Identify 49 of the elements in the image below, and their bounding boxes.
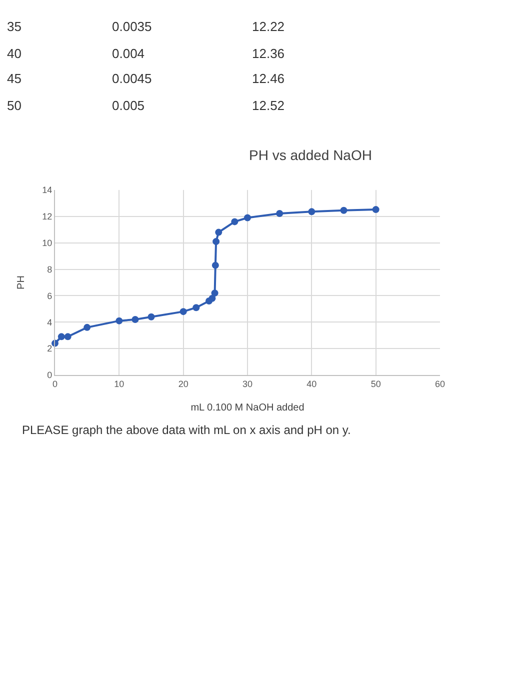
y-axis-title: PH <box>16 276 28 290</box>
text: 0.005 <box>112 98 145 113</box>
y-tick-label: 8 <box>47 264 52 274</box>
chart-title: PH vs added NaOH <box>249 146 372 163</box>
text: 50 <box>7 98 22 113</box>
x-tick-label: 20 <box>178 378 188 389</box>
text: 12.46 <box>252 71 285 86</box>
point <box>116 317 123 324</box>
text: 0.0035 <box>112 19 152 34</box>
point <box>208 294 216 302</box>
y-tick-label: 10 <box>42 238 52 248</box>
point <box>84 324 91 331</box>
y-tick-label: 6 <box>47 290 52 301</box>
point <box>340 206 348 214</box>
text: 12.36 <box>252 46 285 61</box>
x-tick-label: 50 <box>370 378 381 389</box>
y-tick-label: 0 <box>47 370 52 380</box>
point <box>64 333 72 340</box>
y-tick-label: 4 <box>47 317 52 328</box>
y-tick-label: 14 <box>42 185 52 196</box>
point <box>58 333 65 340</box>
point <box>372 206 380 214</box>
point <box>148 313 155 320</box>
point <box>211 290 218 297</box>
point <box>231 218 238 226</box>
point <box>215 228 222 236</box>
point <box>276 210 284 218</box>
text: 0.004 <box>112 46 145 61</box>
point <box>212 262 219 269</box>
point <box>244 214 251 222</box>
x-tick-label: 60 <box>434 378 446 389</box>
x-tick-label: 30 <box>242 378 253 389</box>
y-tick-label: 12 <box>42 212 52 222</box>
point <box>212 238 220 246</box>
x-tick-label: 10 <box>114 378 124 389</box>
text: 0.0045 <box>112 71 152 86</box>
y-tick-label: 2 <box>47 344 52 354</box>
point <box>180 308 187 316</box>
text: PLEASE graph the above data with mL on x axis and pH on y. <box>22 423 351 437</box>
text: 40 <box>7 46 22 61</box>
x-axis-title: mL 0.100 M NaOH added <box>190 402 304 414</box>
text: 12.22 <box>252 19 285 34</box>
x-tick-label: 40 <box>306 378 317 389</box>
point <box>308 208 316 216</box>
text: 12.52 <box>252 98 285 113</box>
point <box>192 304 200 312</box>
point <box>132 316 139 323</box>
text: 35 <box>7 19 22 34</box>
text: 45 <box>7 71 22 86</box>
